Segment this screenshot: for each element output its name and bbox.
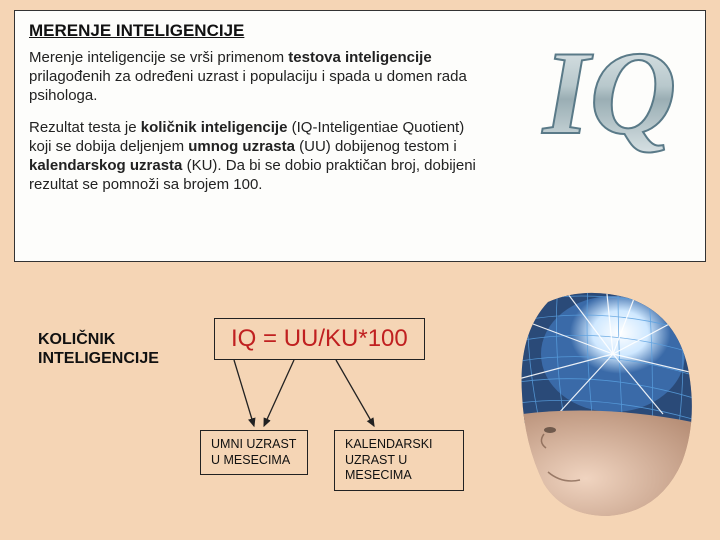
info-panel: MERENJE INTELIGENCIJE Merenje inteligenc… xyxy=(14,10,706,262)
p2-s1: Rezultat testa je xyxy=(29,119,141,136)
sub-box-umni: UMNI UZRAST U MESECIMA xyxy=(200,430,308,475)
p2-b2: umnog uzrasta xyxy=(188,138,295,155)
coefficient-label: KOLIČNIK INTELIGENCIJE xyxy=(38,330,159,368)
brain-head-icon xyxy=(488,284,706,520)
sub-right-text: KALENDARSKI UZRAST U MESECIMA xyxy=(345,437,433,482)
p2-b3: kalendarskog uzrasta xyxy=(29,157,182,174)
paragraph-2: Rezultat testa je količnik inteligencije… xyxy=(29,119,489,194)
p1-bold-1: testova inteligencije xyxy=(288,49,431,66)
iq-logo-icon: IQ IQ xyxy=(537,15,697,175)
arrow-connectors-icon xyxy=(214,358,474,438)
paragraph-1: Merenje inteligencije se vrši primenom t… xyxy=(29,49,489,105)
coef-line-2: INTELIGENCIJE xyxy=(38,350,159,367)
p1-text-post: prilagođenih za određeni uzrast i popula… xyxy=(29,68,467,104)
sub-left-text: UMNI UZRAST U MESECIMA xyxy=(211,437,296,467)
p2-s3: (UU) dobijenog testom i xyxy=(295,138,457,155)
coef-line-1: KOLIČNIK xyxy=(38,331,115,348)
p2-b1: količnik inteligencije xyxy=(141,119,288,136)
svg-text:IQ: IQ xyxy=(541,26,676,159)
sub-box-kalendarski: KALENDARSKI UZRAST U MESECIMA xyxy=(334,430,464,491)
formula-text: IQ = UU/KU*100 xyxy=(231,325,408,352)
p1-text: Merenje inteligencije se vrši primenom xyxy=(29,49,288,66)
formula-box: IQ = UU/KU*100 xyxy=(214,318,425,360)
